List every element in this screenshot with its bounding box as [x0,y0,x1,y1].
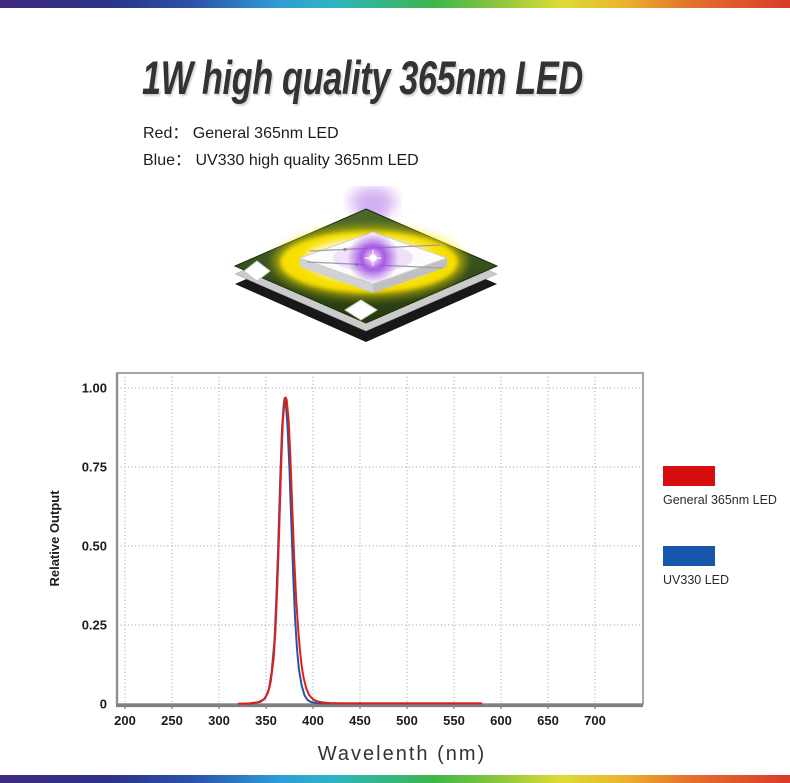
color-key-blue-line: Blue： UV330 high quality 365nm LED [143,152,419,169]
chip-pad-bottom [344,299,378,321]
series-uv330-led [241,397,481,705]
x-tick-label: 300 [208,713,230,728]
y-tick-label: 0.75 [82,460,107,475]
chart-legend: General 365nm LED UV330 LED [663,466,790,596]
rainbow-bar-top [0,0,790,8]
y-tick-label: 0 [100,697,107,712]
legend-item-general-365nm-led: General 365nm LED [663,466,777,507]
plot-border [116,372,644,705]
x-tick-label: 250 [161,713,183,728]
color-key-red-line: Red： General 365nm LED [143,125,339,142]
y-axis-title: Relative Output [47,490,62,587]
legend-label-uv330-led: UV330 LED [663,573,730,587]
x-tick-label: 400 [302,713,324,728]
x-tick-label: 200 [114,713,136,728]
x-tick-label: 550 [443,713,465,728]
x-tick-label: 350 [255,713,277,728]
legend-label-general-365nm-led: General 365nm LED [663,493,777,507]
x-axis-title: Wavelenth (nm) [318,743,486,765]
rainbow-bar-bottom [0,775,790,783]
purple-emission-glow [333,232,413,284]
x-tick-label: 450 [349,713,371,728]
x-tick-label: 500 [396,713,418,728]
spectrum-chart: 200 250 300 350 400 450 500 550 600 650 700 1.00 0.7… [47,372,644,765]
x-tick-label: 650 [537,713,559,728]
x-tick-label: 700 [584,713,606,728]
color-key: Red： General 365nm LED Blue： UV330 high … [143,120,419,174]
y-tick-label: 0.25 [82,618,107,633]
legend-swatch-blue [663,546,715,566]
y-tick-label: 0.50 [82,539,107,554]
y-tick-label: 1.00 [82,381,107,396]
legend-swatch-red [663,466,715,486]
page-title: 1W high quality 365nm LED [142,50,746,105]
series-general-365nm-led [237,396,483,705]
page-title-text: 1W high quality 365nm LED [142,51,583,104]
legend-item-uv330-led: UV330 LED [663,546,729,587]
x-tick-label: 600 [490,713,512,728]
led-chip-image [233,186,499,342]
chip-pad-left [243,260,271,282]
